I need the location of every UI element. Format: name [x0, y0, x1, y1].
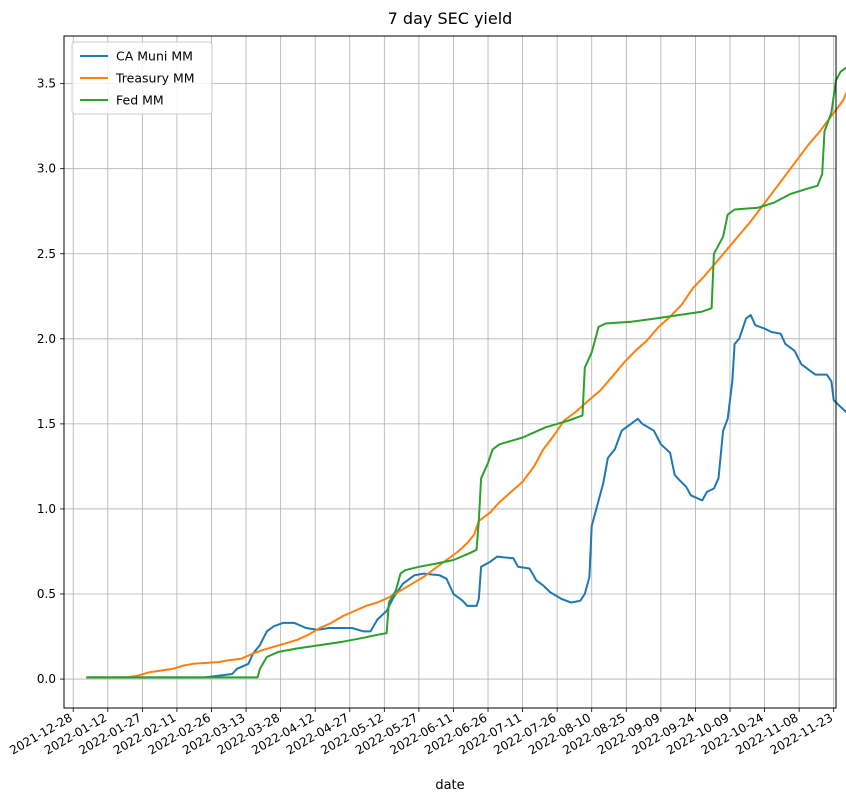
chart-title: 7 day SEC yield: [388, 9, 513, 28]
y-tick-label: 2.0: [37, 332, 56, 346]
legend-box: [71, 41, 213, 115]
y-tick-label: 0.0: [37, 672, 56, 686]
series-line-ca-muni-mm: [86, 314, 846, 679]
legend-label: Fed MM: [116, 93, 164, 108]
series-lines: [86, 66, 846, 679]
x-axis: 2021-12-282022-01-122022-01-272022-02-11…: [7, 708, 835, 757]
legend-label: Treasury MM: [115, 71, 195, 86]
y-tick-label: 0.5: [37, 587, 56, 601]
legend: CA Muni MM Treasury MM Fed MM: [71, 41, 213, 115]
x-axis-label: date: [435, 778, 464, 793]
y-tick-label: 3.0: [37, 162, 56, 176]
y-tick-label: 3.5: [37, 77, 56, 91]
y-tick-label: 1.5: [37, 417, 56, 431]
y-tick-label: 1.0: [37, 502, 56, 516]
plot-frame: [63, 35, 837, 709]
legend-label: CA Muni MM: [116, 49, 193, 64]
y-tick-label: 2.5: [37, 247, 56, 261]
series-line-treasury-mm: [86, 91, 846, 679]
grid: [64, 36, 836, 708]
y-axis: 0.0 0.5 1.0 1.5 2.0 2.5 3.0 3.5: [37, 77, 64, 686]
series-line-fed-mm: [86, 66, 846, 679]
plot-border: [63, 35, 837, 709]
